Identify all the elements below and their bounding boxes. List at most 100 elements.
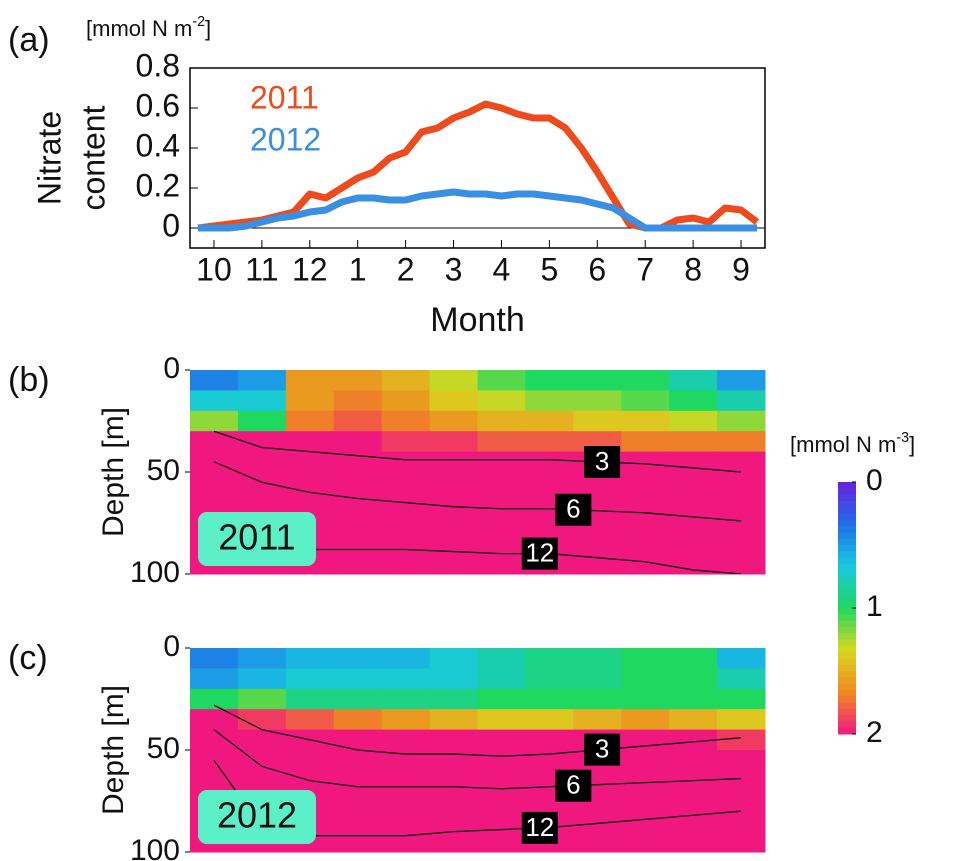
x-tick-label: 8 (684, 251, 702, 287)
heat-cell (333, 811, 383, 833)
colorbar-segment (838, 614, 856, 622)
heat-cell (621, 688, 670, 710)
heat-cell (717, 370, 766, 391)
unit-part: ] (205, 16, 211, 41)
heat-cell (669, 729, 718, 751)
colorbar-segment (838, 645, 856, 653)
heat-cell (621, 811, 670, 833)
x-tick-label: 4 (493, 251, 511, 287)
y-axis-label: Nitrate (31, 111, 67, 205)
heat-cell (381, 370, 431, 391)
heat-cell (285, 668, 335, 690)
heat-cell (381, 533, 431, 555)
heat-cell (477, 729, 526, 751)
colorbar-segment (838, 582, 856, 590)
colorbar-segment (838, 664, 856, 672)
heat-cell (285, 709, 335, 731)
heat-cell (381, 688, 431, 710)
heat-cell (525, 451, 574, 473)
heat-cell (717, 431, 766, 453)
heat-cell (717, 668, 766, 690)
heat-cell (669, 648, 718, 669)
heat-cell (429, 750, 478, 771)
heat-cell (525, 688, 574, 710)
legend-label: 2012 (250, 121, 321, 157)
colorbar-segment (838, 500, 856, 508)
heat-cell (669, 533, 718, 555)
colorbar-tick-label: 0 (866, 464, 883, 497)
colorbar-segment (838, 633, 856, 640)
heat-cell (525, 709, 574, 731)
heat-cell (525, 390, 574, 412)
heat-cell (717, 688, 766, 710)
heat-cell (381, 709, 431, 731)
unit-part: ] (909, 432, 915, 457)
heat-cell (717, 729, 766, 751)
year-badge (198, 512, 316, 566)
heat-cell (429, 451, 478, 473)
colorbar-segment (838, 639, 856, 647)
heat-cell (621, 533, 670, 555)
heat-cell (477, 831, 526, 853)
heat-cell (237, 648, 287, 669)
heat-cell (381, 390, 431, 412)
heat-cell (333, 431, 383, 453)
colorbar-segment (838, 589, 856, 596)
heat-cell (285, 472, 335, 493)
heat-cell (573, 811, 622, 833)
contour-label-box (555, 493, 592, 526)
heat-cell (669, 790, 718, 812)
heat-cell (477, 668, 526, 690)
heat-cell (381, 668, 431, 690)
x-tick-label: 9 (732, 251, 750, 287)
heat-cell (669, 410, 718, 432)
heat-cell (573, 648, 622, 669)
heat-cell (669, 750, 718, 771)
heat-cell (621, 553, 670, 575)
contour-label: 6 (566, 770, 580, 800)
heat-cell (717, 648, 766, 669)
heat-cell (285, 451, 335, 473)
heat-cell (333, 512, 383, 534)
heat-cell (477, 770, 526, 792)
heat-cell (477, 451, 526, 473)
x-tick-label: 2 (397, 251, 415, 287)
heat-cell (333, 668, 383, 690)
heat-cell (429, 512, 478, 534)
heat-cell (237, 410, 287, 432)
heat-cell (477, 790, 526, 812)
heat-cell (717, 472, 766, 493)
panel-label: (a) (8, 21, 50, 59)
heat-cell (429, 648, 478, 669)
contour-line (213, 729, 742, 790)
heat-cell (717, 750, 766, 771)
colorbar-segment (838, 715, 856, 722)
panel-label: (b) (8, 361, 50, 399)
contour-label: 3 (595, 733, 609, 763)
heat-cell (285, 431, 335, 453)
y-tick-label: 0.2 (136, 167, 180, 203)
contour-label: 12 (525, 812, 554, 842)
contour-label-box (584, 733, 621, 766)
heat-cell (429, 431, 478, 453)
colorbar-segment (838, 557, 856, 565)
heat-cell (381, 472, 431, 493)
y-tick-label: 0.6 (136, 87, 180, 123)
heat-cell (621, 790, 670, 812)
heat-cell (525, 648, 574, 669)
heat-cell (333, 533, 383, 555)
y-tick-label: 0 (163, 630, 180, 663)
heat-cell (717, 811, 766, 833)
colorbar-segment (838, 519, 856, 527)
colorbar-segment (838, 626, 856, 634)
colorbar-segment (838, 494, 856, 502)
heat-cell (333, 790, 383, 812)
heat-cell (381, 729, 431, 751)
x-tick-label: 10 (196, 251, 232, 287)
heat-cell (717, 770, 766, 792)
heat-cell (190, 648, 239, 669)
colorbar-segment (838, 551, 856, 559)
heat-cell (621, 451, 670, 473)
heat-cell (669, 492, 718, 514)
